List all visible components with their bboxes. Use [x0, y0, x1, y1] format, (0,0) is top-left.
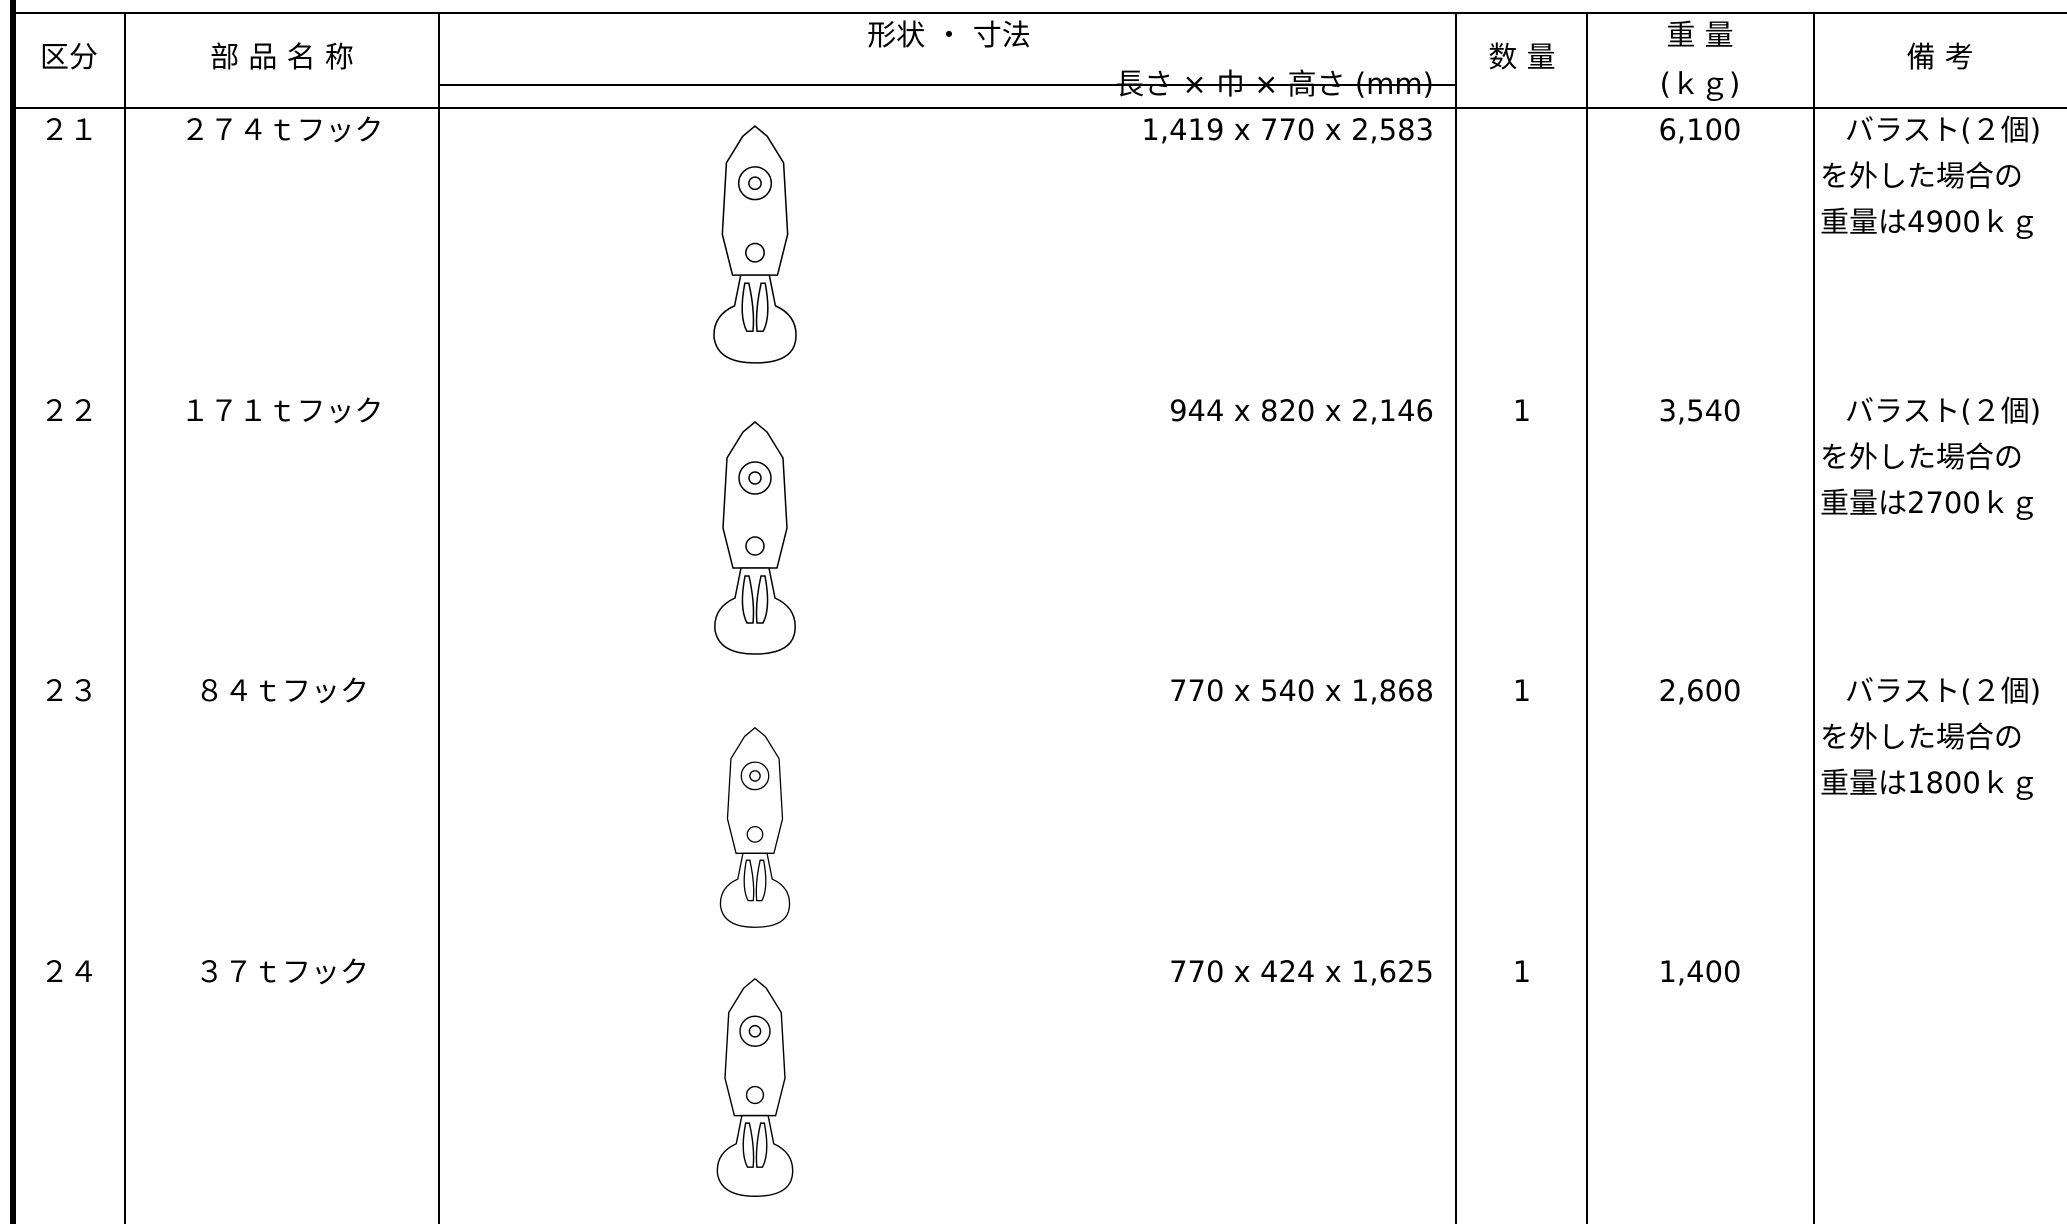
remark-line: 重量は1800ｋｇ [1820, 766, 2039, 800]
kubun-cell: ２１ [40, 113, 98, 147]
remark-line: バラスト(２個) [1845, 113, 2041, 147]
weight: 2,600 [1658, 674, 1741, 708]
hook-drawing [719, 727, 791, 928]
part-name: ２７４ｔフック [180, 113, 383, 147]
part-name: ８４ｔフック [195, 674, 369, 708]
kubun-cell: ２３ [40, 674, 98, 708]
header-cell: 数 量 [1488, 40, 1555, 74]
hook-drawing [713, 125, 797, 364]
quantity: 1 [1513, 394, 1531, 428]
hook-drawing [714, 421, 796, 655]
remark-line: 重量は2700ｋｇ [1820, 486, 2039, 520]
header-cell: 備 考 [1906, 40, 1973, 74]
table-rules [10, 0, 2067, 1224]
dimensions: 770 x 540 x 1,868 [1169, 674, 1434, 708]
weight: 6,100 [1658, 113, 1741, 147]
header-cell: 形状 ・ 寸法 [867, 18, 1030, 52]
hook-drawings [713, 125, 797, 1198]
dimensions: 944 x 820 x 2,146 [1169, 394, 1434, 428]
remark-line: を外した場合の [1820, 440, 2023, 474]
remark-line: を外した場合の [1820, 720, 2023, 754]
part-name: １７１ｔフック [180, 394, 383, 428]
header-cell: 部 品 名 称 [210, 40, 354, 74]
kubun-cell: ２４ [40, 955, 98, 989]
remark-line: 重量は4900ｋｇ [1820, 205, 2039, 239]
part-name: ３７ｔフック [195, 955, 369, 989]
remark-line: を外した場合の [1820, 159, 2023, 193]
dimensions: 770 x 424 x 1,625 [1169, 955, 1434, 989]
remark-line: バラスト(２個) [1845, 394, 2041, 428]
weight: 3,540 [1658, 394, 1741, 428]
weight: 1,400 [1658, 955, 1741, 989]
header-cell: (ｋｇ) [1660, 67, 1741, 101]
quantity: 1 [1513, 955, 1531, 989]
header-cell: 長さ × 巾 × 高さ (mm) [1115, 67, 1434, 101]
quantity: 1 [1513, 674, 1531, 708]
kubun-cell: ２２ [40, 394, 98, 428]
dimensions: 1,419 x 770 x 2,583 [1141, 113, 1434, 147]
header-cell: 重 量 [1666, 18, 1733, 52]
hook-drawing [716, 977, 794, 1198]
header-cell: 区分 [40, 40, 98, 74]
remark-line: バラスト(２個) [1845, 674, 2041, 708]
